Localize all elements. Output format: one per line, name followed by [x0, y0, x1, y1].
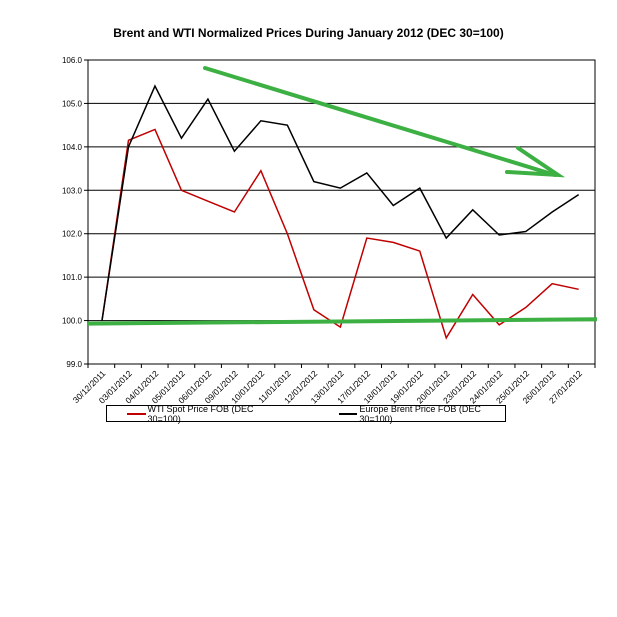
series-line: [101, 84, 580, 321]
plot-border: [87, 59, 596, 365]
y-tick-label: 104.0: [62, 143, 83, 152]
y-tick-label: 101.0: [62, 273, 83, 282]
y-tick-label: 100.0: [62, 317, 83, 326]
series-line: [101, 128, 579, 340]
legend-label: WTI Spot Price FOB (DEC 30=100): [147, 403, 254, 424]
legend-item-brent: Europe Brent Price FOB (DEC 30=100): [338, 403, 505, 424]
y-tick-label: 102.0: [62, 230, 83, 239]
trend-arrow-head: [505, 146, 566, 178]
trend-arrow-shaft: [203, 66, 557, 177]
y-tick-label: 99.0: [66, 360, 82, 369]
legend: WTI Spot Price FOB (DEC 30=100) Europe B…: [106, 403, 506, 424]
legend-swatch: [338, 412, 358, 415]
y-tick-label: 103.0: [62, 186, 83, 195]
y-tick-label: 105.0: [62, 99, 83, 108]
y-tick-label: 106.0: [62, 56, 83, 65]
chart-title: Brent and WTI Normalized Prices During J…: [113, 26, 504, 40]
legend-swatch: [127, 412, 146, 415]
legend-item-wti: WTI Spot Price FOB (DEC 30=100): [127, 404, 279, 424]
legend-label: Europe Brent Price FOB (DEC 30=100): [359, 403, 481, 424]
baseline-annotation: [87, 317, 598, 326]
